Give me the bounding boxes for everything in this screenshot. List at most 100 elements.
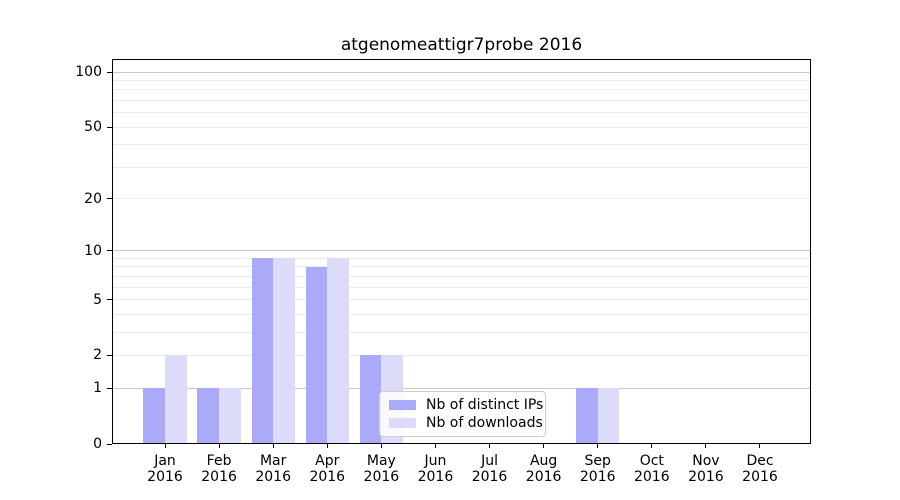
- bar-distinct-ips: [576, 388, 598, 443]
- bar-distinct-ips: [251, 258, 274, 443]
- x-tick-mark: [218, 444, 220, 448]
- bar-downloads: [219, 388, 241, 443]
- gridline-major: [113, 71, 810, 73]
- x-tick-label: Jun 2016: [407, 453, 463, 485]
- x-tick-year: 2016: [471, 469, 508, 485]
- x-tick-mark: [759, 444, 761, 448]
- legend-label-distinct-ips: Nb of distinct IPs: [426, 397, 544, 413]
- legend-row-downloads: Nb of downloads: [389, 415, 543, 431]
- x-tick-label: Nov 2016: [678, 453, 734, 485]
- x-tick-year: 2016: [147, 469, 183, 485]
- x-tick-mark: [597, 444, 599, 448]
- gridline-minor: [113, 313, 810, 315]
- x-tick-label: May 2016: [353, 453, 409, 485]
- y-tick-mark: [107, 198, 112, 200]
- plot-area: [112, 59, 811, 444]
- y-tick-mark: [107, 71, 112, 73]
- x-tick-month: Nov: [692, 453, 720, 469]
- x-tick-month: May: [366, 453, 396, 469]
- gridline-minor: [113, 299, 810, 301]
- bar-distinct-ips: [305, 266, 328, 443]
- gridline-minor: [113, 275, 810, 277]
- legend-swatch-distinct-ips: [389, 400, 416, 410]
- gridline-minor: [113, 331, 810, 333]
- y-tick-mark: [107, 354, 112, 356]
- bar-distinct-ips: [197, 388, 220, 443]
- y-tick-label: 50: [84, 119, 102, 136]
- y-tick-mark: [107, 443, 112, 445]
- gridline-minor: [113, 144, 810, 146]
- x-tick-month: Feb: [206, 453, 232, 469]
- x-tick-month: Jan: [154, 453, 176, 469]
- y-tick-label: 5: [93, 291, 102, 308]
- x-tick-month: Jun: [424, 453, 447, 469]
- x-tick-month: Mar: [259, 453, 287, 469]
- x-tick-year: 2016: [633, 469, 670, 485]
- chart-title: atgenomeattigr7probe 2016: [340, 35, 583, 55]
- x-tick-year: 2016: [525, 469, 562, 485]
- x-tick-label: Jan 2016: [137, 453, 193, 485]
- x-tick-year: 2016: [417, 469, 454, 485]
- legend-label-downloads: Nb of downloads: [426, 415, 543, 431]
- x-tick-month: Apr: [315, 453, 340, 469]
- y-tick-label: 10: [84, 242, 102, 259]
- gridline-minor: [113, 166, 810, 168]
- x-tick-year: 2016: [688, 469, 724, 485]
- bar-downloads: [597, 388, 620, 443]
- gridline-minor: [113, 89, 810, 91]
- x-tick-year: 2016: [742, 469, 778, 485]
- gridline-minor: [113, 286, 810, 288]
- x-tick-label: Oct 2016: [624, 453, 680, 485]
- x-tick-mark: [326, 444, 328, 448]
- bar-downloads: [327, 258, 349, 443]
- x-tick-year: 2016: [579, 469, 616, 485]
- x-tick-month: Dec: [746, 453, 774, 469]
- x-tick-month: Aug: [529, 453, 558, 469]
- legend-row-distinct-ips: Nb of distinct IPs: [389, 397, 543, 413]
- x-tick-month: Oct: [639, 453, 664, 469]
- x-tick-label: Mar 2016: [245, 453, 301, 485]
- x-tick-label: Sep 2016: [570, 453, 626, 485]
- legend: Nb of distinct IPs Nb of downloads: [379, 391, 546, 437]
- x-tick-mark: [164, 444, 166, 448]
- x-tick-label: Aug 2016: [516, 453, 572, 485]
- x-tick-label: Dec 2016: [732, 453, 788, 485]
- y-tick-label: 1: [93, 380, 102, 397]
- x-tick-label: Apr 2016: [299, 453, 355, 485]
- x-tick-mark: [434, 444, 436, 448]
- bar-distinct-ips: [359, 355, 382, 443]
- gridline-minor: [113, 99, 810, 101]
- gridline-minor: [113, 354, 810, 356]
- x-tick-label: Feb 2016: [191, 453, 247, 485]
- x-tick-month: Jul: [481, 453, 498, 469]
- gridline-minor: [113, 266, 810, 268]
- y-tick-mark: [107, 387, 112, 389]
- legend-swatch-downloads: [389, 418, 416, 428]
- x-tick-year: 2016: [201, 469, 237, 485]
- gridline-minor: [113, 126, 810, 128]
- x-tick-year: 2016: [255, 469, 291, 485]
- bar-downloads: [273, 258, 295, 443]
- x-tick-mark: [489, 444, 491, 448]
- y-tick-label: 20: [84, 190, 102, 207]
- gridline-major: [113, 250, 810, 252]
- x-tick-mark: [651, 444, 653, 448]
- x-tick-year: 2016: [363, 469, 400, 485]
- y-tick-mark: [107, 126, 112, 128]
- y-tick-mark: [107, 299, 112, 301]
- bar-distinct-ips: [143, 388, 165, 443]
- x-tick-mark: [705, 444, 707, 448]
- gridline-minor: [113, 257, 810, 259]
- x-tick-mark: [543, 444, 545, 448]
- gridline-minor: [113, 198, 810, 200]
- gridline-minor: [113, 79, 810, 81]
- gridline-major: [113, 387, 810, 389]
- y-tick-label: 2: [93, 347, 102, 364]
- y-tick-mark: [107, 250, 112, 252]
- x-tick-mark: [272, 444, 274, 448]
- y-tick-label: 100: [75, 64, 102, 81]
- bar-downloads: [165, 355, 187, 443]
- x-tick-year: 2016: [309, 469, 346, 485]
- x-tick-month: Sep: [584, 453, 611, 469]
